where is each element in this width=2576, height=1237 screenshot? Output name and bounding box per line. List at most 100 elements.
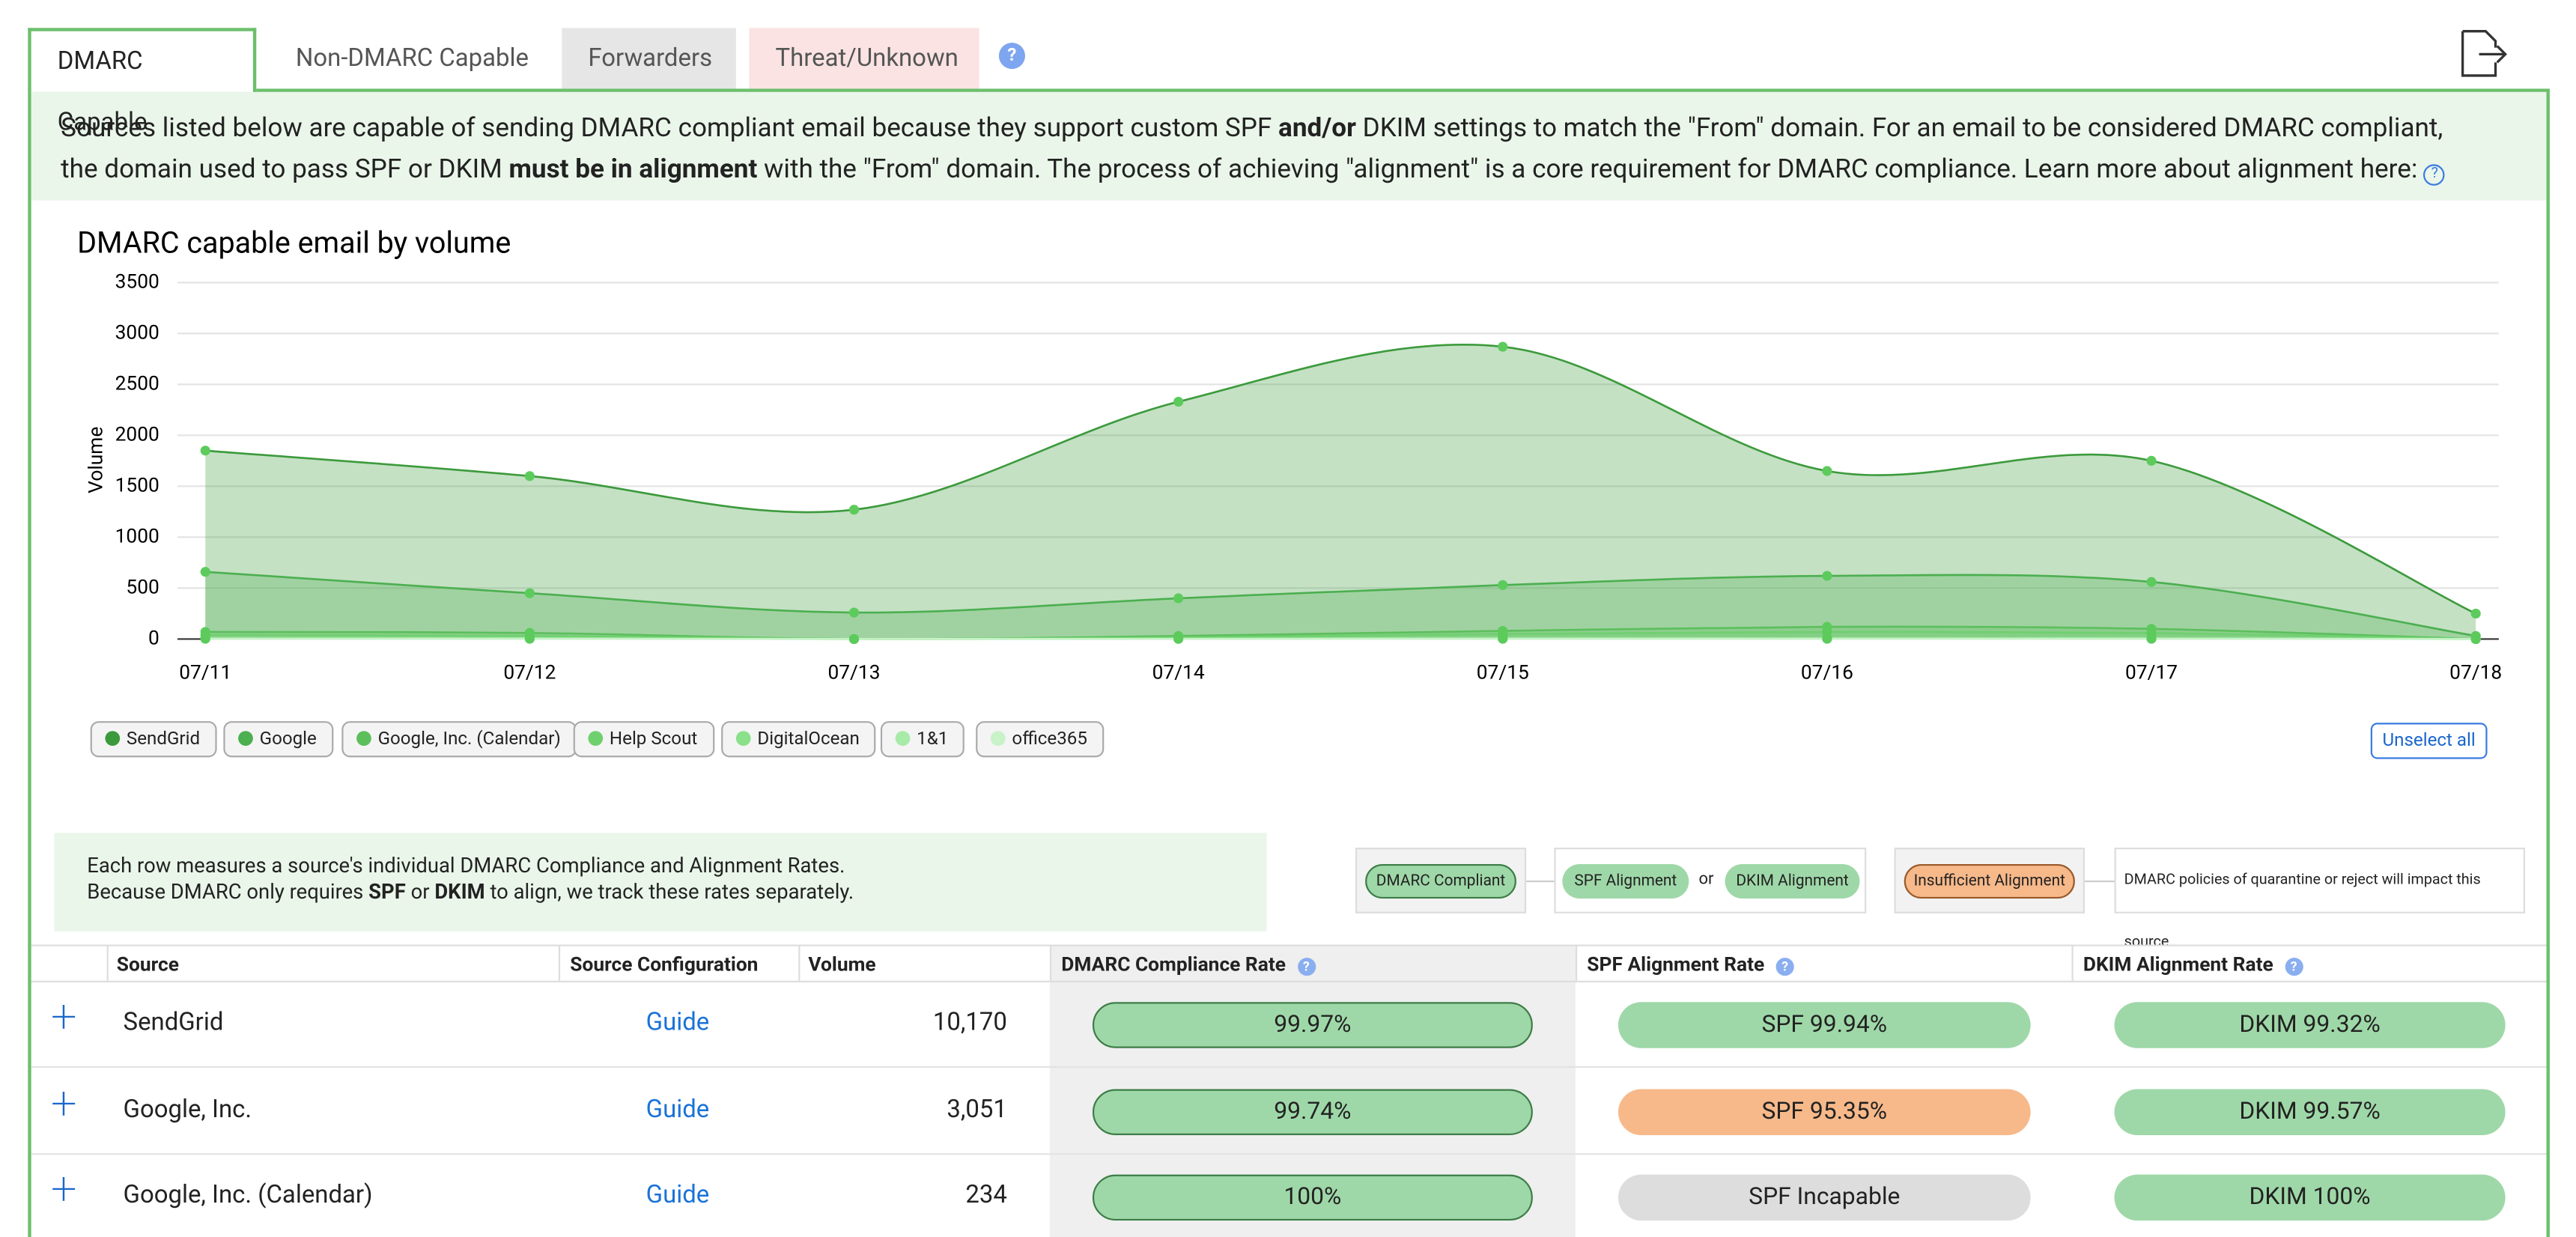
info-box: Each row measures a source's individual …	[54, 833, 1267, 931]
legend-swatch	[356, 731, 371, 747]
guide-link[interactable]: Guide	[645, 1093, 710, 1123]
button[interactable]: Unselect all	[2370, 723, 2488, 759]
key-box: DMARC Compliant	[1355, 848, 1527, 914]
row-rule	[31, 1066, 2547, 1069]
legend-label: DigitalOcean	[757, 727, 860, 750]
export-icon[interactable]	[2456, 26, 2509, 79]
legend-item[interactable]: 1&1	[880, 721, 965, 758]
legend-swatch	[105, 731, 121, 747]
point	[2146, 577, 2157, 587]
key-pill: DMARC Compliant	[1365, 863, 1516, 899]
line	[205, 343, 2476, 615]
row-rule	[31, 1152, 2547, 1155]
x-tick-label: 07/13	[827, 661, 880, 684]
x-tick-label: 07/11	[179, 661, 231, 684]
legend-item[interactable]: Google, Inc. (Calendar)	[341, 721, 577, 758]
key-box: DMARC policies of quarantine or reject w…	[2114, 848, 2525, 951]
tab[interactable]: Forwarders	[562, 28, 736, 89]
y-tick-label: 0	[148, 627, 160, 649]
text: to align, we track these rates separatel…	[484, 880, 854, 905]
legend-item[interactable]: office365	[976, 721, 1104, 758]
dmarc-rate: 100%	[1092, 1174, 1533, 1221]
point	[2146, 633, 2157, 644]
point	[524, 471, 535, 481]
spf-rate: SPF Incapable	[1617, 1174, 2031, 1221]
line	[205, 625, 2476, 640]
area	[205, 571, 2476, 639]
tab[interactable]: Threat/Unknown	[749, 28, 979, 89]
x-tick-label: 07/15	[1477, 661, 1529, 684]
point	[1173, 593, 1184, 604]
legend-item[interactable]: DigitalOcean	[721, 721, 876, 758]
column-rule	[1575, 944, 1578, 981]
key-pill: SPF Alignment	[1562, 863, 1689, 899]
spf-rate: SPF 95.35%	[1617, 1088, 2031, 1134]
spf-rate: SPF 99.94%	[1617, 1002, 2031, 1048]
point	[1173, 396, 1184, 407]
x-tick-label: 07/18	[2449, 661, 2502, 684]
key-pill: DKIM Alignment	[1725, 863, 1860, 899]
column-header: SPF Alignment Rate?	[1587, 952, 1794, 976]
y-tick-label: 1500	[115, 474, 160, 496]
expand-icon[interactable]: +	[51, 1075, 77, 1130]
description: Sources listed below are capable of send…	[31, 91, 2547, 201]
point	[524, 633, 535, 644]
column-header: Source	[116, 952, 179, 976]
point	[848, 505, 860, 515]
line	[205, 630, 2476, 640]
column-rule	[2071, 944, 2074, 981]
legend-item[interactable]: Help Scout	[573, 721, 714, 758]
guide-link[interactable]: Guide	[645, 1179, 710, 1209]
key-box: SPF Alignment or DKIM Alignment	[1554, 848, 1867, 914]
chart: DMARC capable email by volume Volume 0 50…	[77, 225, 2502, 684]
text: Sources listed below are capable of send…	[61, 112, 1279, 143]
legend-swatch	[735, 731, 751, 747]
legend-label: Help Scout	[609, 727, 698, 750]
y-tick-label: 500	[126, 576, 159, 598]
text: or	[405, 880, 435, 905]
area	[205, 626, 2476, 639]
panel	[28, 88, 2550, 1237]
point	[1498, 341, 1508, 352]
text: SPF	[368, 880, 406, 905]
legend-label: SendGrid	[126, 727, 201, 750]
legend-swatch	[895, 731, 911, 747]
text: or	[1698, 870, 1714, 889]
chart-title: DMARC capable email by volume	[77, 225, 511, 260]
volume: 10,170	[932, 1006, 1007, 1037]
volume: 234	[965, 1179, 1007, 1209]
text: and/or	[1278, 112, 1356, 143]
point	[1498, 633, 1508, 644]
text: DKIM settings to match the "From" domain…	[1355, 112, 2443, 143]
help-icon[interactable]: ?	[1775, 958, 1794, 976]
dmarc-rate: 99.74%	[1092, 1088, 1533, 1134]
connector	[1526, 880, 1555, 883]
legend-swatch	[588, 731, 604, 747]
guide-link[interactable]: Guide	[645, 1006, 710, 1037]
help-icon[interactable]: ?	[2424, 164, 2446, 186]
column-rule	[106, 944, 109, 981]
point	[200, 567, 210, 577]
legend-item[interactable]: Google	[223, 721, 333, 758]
legend-item[interactable]: SendGrid	[90, 721, 217, 758]
x-tick-label: 07/12	[503, 661, 556, 684]
column-header: DMARC Compliance Rate?	[1061, 952, 1316, 976]
source: Google, Inc. (Calendar)	[123, 1179, 373, 1209]
tab[interactable]: Non-DMARC Capable	[295, 43, 529, 73]
help-icon[interactable]: ?	[2285, 958, 2303, 976]
text: the domain used to pass SPF or DKIM	[61, 153, 509, 184]
tab[interactable]: DMARC Capable	[28, 28, 257, 136]
point	[1822, 633, 1832, 644]
help-icon[interactable]: ?	[1297, 958, 1316, 976]
point	[848, 607, 860, 618]
column-header: DKIM Alignment Rate?	[2083, 952, 2303, 976]
expand-icon[interactable]: +	[51, 1161, 77, 1216]
help-icon[interactable]: ?	[998, 43, 1025, 70]
column-rule	[1049, 944, 1052, 981]
y-tick-label: 3500	[115, 270, 160, 293]
column-rule	[558, 944, 561, 981]
expand-icon[interactable]: +	[51, 988, 77, 1044]
volume: 3,051	[947, 1093, 1007, 1123]
